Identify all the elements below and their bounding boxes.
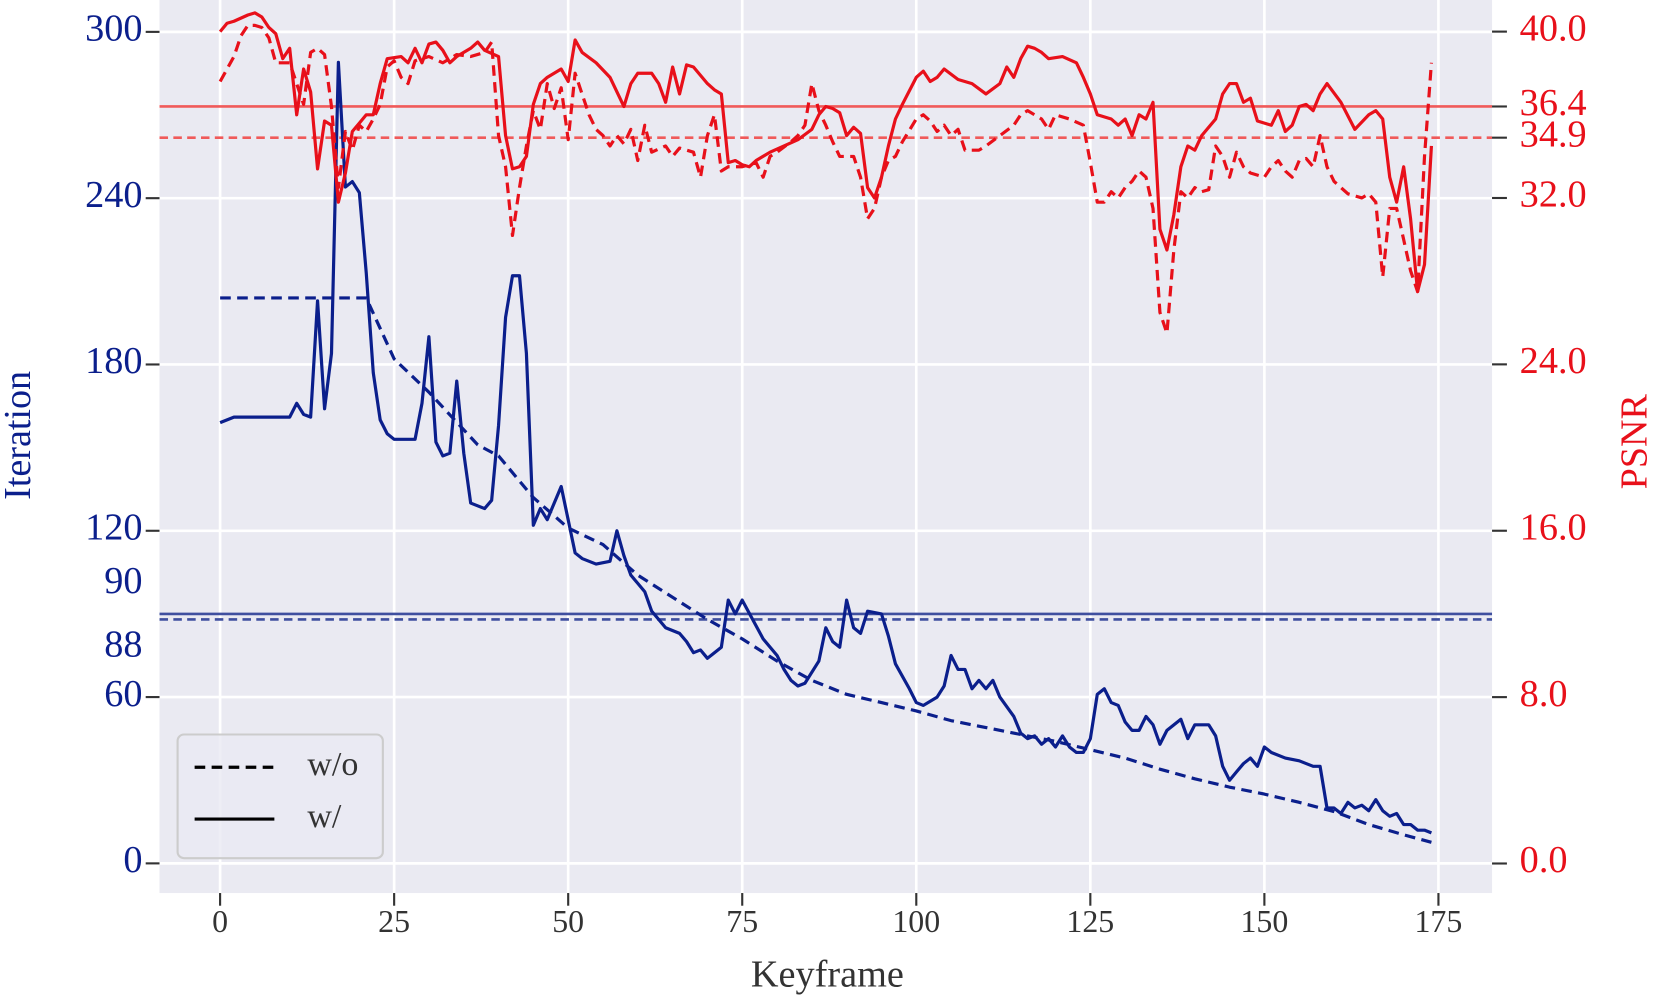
y-tick-label: 0 [123, 839, 142, 881]
data-line [218, 11, 1434, 294]
data-line [218, 23, 1434, 335]
x-tick-label: 50 [552, 904, 584, 939]
y-tick-label: 240 [85, 174, 142, 216]
y2-tick-label: 0.0 [1520, 839, 1568, 881]
reference-label: 34.9 [1520, 114, 1587, 156]
y-tick-label: 120 [85, 507, 142, 549]
x-tick-label: 100 [892, 904, 940, 939]
x-tick-label: 150 [1240, 904, 1288, 939]
x-tick-label: 0 [212, 904, 228, 939]
y2-tick-label: 32.0 [1520, 174, 1587, 216]
y2-axis-label: PSNR [1613, 394, 1655, 490]
x-tick-label: 25 [378, 904, 410, 939]
x-tick-label: 175 [1415, 904, 1463, 939]
y2-tick-label: 16.0 [1520, 507, 1587, 549]
x-tick-label: 75 [726, 904, 758, 939]
x-axis-label: Keyframe [751, 953, 904, 995]
y-tick-label: 300 [85, 8, 142, 50]
reference-label: 88 [104, 624, 142, 666]
data-line [219, 60, 1433, 835]
y-tick-label: 60 [104, 673, 142, 715]
legend-box [176, 733, 384, 860]
x-tick-label: 125 [1066, 904, 1114, 939]
legend-label: w/o [307, 746, 358, 783]
legend-label: w/ [307, 798, 342, 835]
y-tick-label: 180 [85, 340, 142, 382]
data-line [220, 296, 1432, 844]
y2-tick-label: 24.0 [1520, 340, 1587, 382]
reference-label: 90 [104, 560, 142, 602]
y2-tick-label: 40.0 [1520, 7, 1587, 49]
reference-label: 36.4 [1520, 82, 1587, 124]
y-axis-label: Iteration [0, 371, 39, 500]
y2-tick-label: 8.0 [1520, 673, 1568, 715]
